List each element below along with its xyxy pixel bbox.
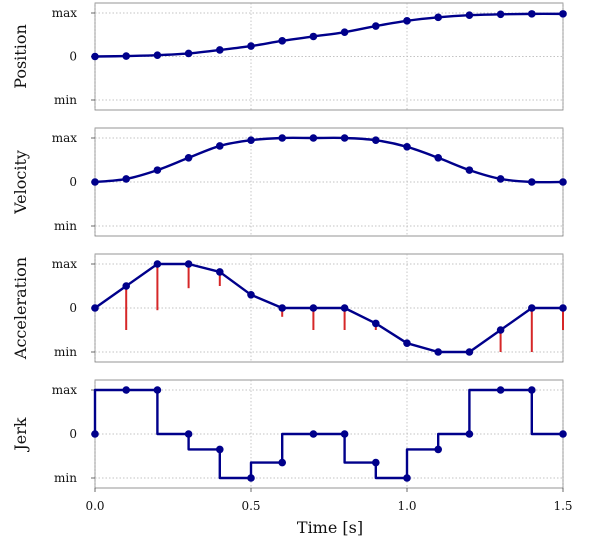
data-point [122,282,130,290]
data-point [496,10,505,19]
data-point [184,154,193,162]
data-point [184,260,193,268]
data-point [278,37,287,45]
data-point [403,474,411,482]
y-tick-label: max [52,6,78,20]
data-point [434,348,443,356]
data-point [309,430,318,438]
data-point [247,42,255,50]
data-point [559,10,567,18]
data-point [122,386,130,394]
data-point [434,445,443,454]
data-point [153,51,162,59]
data-point [309,134,318,142]
data-point [340,430,349,438]
y-tick-label: max [52,257,78,271]
x-axis-label: Time [s] [297,518,363,537]
data-point [278,304,287,312]
data-point [403,17,411,25]
data-point [465,430,474,438]
data-point [216,46,224,54]
data-point [496,386,505,394]
y-axis-label: Position [11,24,30,89]
y-axis-label: Velocity [11,150,30,215]
data-point [153,386,162,394]
data-point [340,28,349,36]
series-line [94,262,563,354]
data-point [372,22,380,30]
data-point [528,304,536,312]
data-point [309,304,318,312]
data-point [434,154,443,162]
panel-position: max 0 min Position [11,2,567,111]
panel-acceleration: max 0 min Acceleration [11,253,567,363]
x-tick-label: 1.0 [397,499,416,513]
y-tick-label: 0 [69,175,77,189]
data-point [216,445,224,454]
data-point [278,458,287,467]
panel-jerk: max 0 min Jerk [11,379,567,489]
data-point [247,291,255,299]
data-point [122,175,130,183]
data-point [434,13,443,22]
data-point [559,430,567,438]
data-point [465,166,474,174]
panel-velocity: max 0 min Velocity [11,127,567,237]
data-point [465,11,474,19]
y-tick-label: max [52,131,78,145]
data-point [122,52,130,60]
data-point [153,260,162,268]
y-tick-label: 0 [69,50,77,64]
data-point [403,143,411,151]
data-point [91,52,99,61]
data-point [216,142,224,150]
data-point [496,175,505,183]
data-point [465,348,474,356]
x-axis: Time [s] 0.0 0.5 1.0 1.5 [85,488,573,537]
data-point [559,178,567,186]
x-tick-label: 1.5 [553,499,572,513]
data-point [559,304,567,312]
data-point [247,474,255,482]
data-point [153,166,162,174]
data-point [340,134,349,142]
y-tick-label: 0 [69,427,77,441]
y-tick-label: min [54,471,77,485]
series-line [94,12,564,58]
x-tick-label: 0.0 [85,499,104,513]
y-axis-label: Acceleration [11,257,30,360]
data-point [340,304,349,312]
data-point [278,134,287,142]
y-tick-label: min [54,219,77,233]
data-point [528,178,536,186]
data-point [372,136,380,144]
data-point [528,10,536,18]
x-tick-label: 0.5 [241,499,260,513]
data-point [309,32,318,41]
data-point [184,430,193,438]
y-tick-label: 0 [69,301,77,315]
data-point [528,386,536,394]
y-tick-label: min [54,345,77,359]
data-point [372,319,380,328]
y-axis-label: Jerk [11,417,30,453]
data-point [216,268,224,276]
data-point [184,49,193,58]
data-point [403,339,411,348]
data-point [247,136,255,144]
data-point [496,326,505,334]
data-point [372,458,380,467]
y-tick-label: min [54,93,77,107]
data-point [91,178,99,186]
data-point [91,304,99,312]
series-line [94,136,564,184]
y-tick-label: max [52,383,78,397]
data-point [91,430,99,438]
